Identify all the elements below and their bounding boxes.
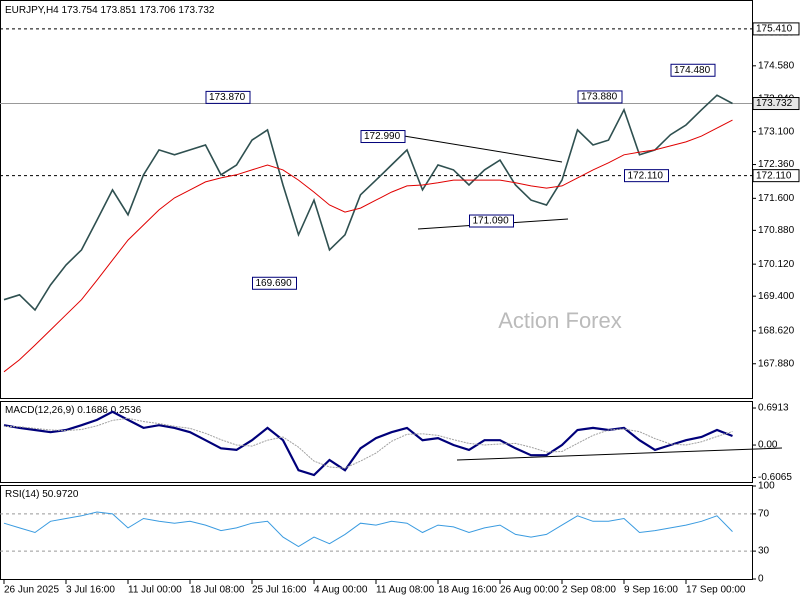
macd-last: 0.1686 bbox=[77, 405, 108, 416]
trendline bbox=[456, 447, 783, 461]
level-label: 172.110 bbox=[756, 170, 792, 181]
header: EURJPY,H4 173.754 173.851 173.706 173.73… bbox=[5, 5, 215, 16]
watermark: Action Forex bbox=[498, 308, 622, 333]
open: 173.754 bbox=[62, 5, 99, 16]
y-tick-label: 170.120 bbox=[758, 259, 795, 270]
level-tag bbox=[752, 22, 800, 36]
x-tick-label: 9 Sep 16:00 bbox=[624, 585, 678, 596]
rsi-title: RSI(14) bbox=[5, 489, 39, 500]
close: 173.732 bbox=[178, 5, 215, 16]
level-label: 175.410 bbox=[756, 24, 793, 35]
x-tick-label: 26 Aug 00:00 bbox=[500, 585, 559, 596]
series-line bbox=[3, 417, 733, 469]
y-tick-label: 169.400 bbox=[758, 291, 795, 302]
annotation-label: 173.880 bbox=[581, 92, 618, 103]
x-tick-label: 11 Aug 08:00 bbox=[376, 585, 435, 596]
annotation-box bbox=[360, 130, 406, 144]
macd-header: MACD(12,26,9) 0.1686 0.2536 bbox=[5, 405, 142, 416]
level-label: 173.732 bbox=[756, 98, 793, 109]
annotation-box bbox=[469, 214, 514, 228]
y-tick-label: 0 bbox=[758, 574, 764, 585]
annotation-label: 171.090 bbox=[473, 216, 510, 227]
annotation-box bbox=[577, 90, 623, 104]
annotation-label: 173.870 bbox=[209, 92, 246, 103]
rsi-panel bbox=[0, 485, 753, 580]
y-tick-label: 167.880 bbox=[758, 358, 795, 369]
y-tick-label: 168.620 bbox=[758, 325, 795, 336]
x-tick-label: 17 Sep 00:00 bbox=[686, 585, 746, 596]
macd-panel bbox=[0, 401, 753, 483]
y-tick-label: 172.360 bbox=[758, 159, 795, 170]
trendline bbox=[403, 135, 563, 163]
annotation-box bbox=[624, 169, 669, 183]
annotation-label: 169.690 bbox=[256, 278, 293, 289]
signal-last: 0.2536 bbox=[111, 405, 142, 416]
rsi-header: RSI(14) 50.9720 bbox=[5, 489, 79, 500]
annotation-box bbox=[205, 90, 251, 104]
symbol: EURJPY,H4 bbox=[5, 5, 59, 16]
annotation-label: 174.480 bbox=[674, 65, 711, 76]
y-tick-label: 70 bbox=[758, 509, 770, 520]
x-tick-label: 2 Sep 08:00 bbox=[562, 585, 616, 596]
y-tick-label: 0.6913 bbox=[758, 403, 789, 414]
y-tick-label: 174.580 bbox=[758, 60, 795, 71]
high: 173.851 bbox=[100, 5, 137, 16]
macd-title: MACD(12,26,9) bbox=[5, 405, 74, 416]
price-panel bbox=[0, 0, 753, 399]
y-tick-label: 170.880 bbox=[758, 225, 795, 236]
x-tick-label: 11 Jul 00:00 bbox=[128, 585, 182, 596]
level-tag bbox=[752, 97, 800, 111]
x-tick-label: 26 Jun 2025 bbox=[4, 585, 59, 596]
y-tick-label: 171.600 bbox=[758, 193, 795, 204]
y-tick-label: -0.6065 bbox=[758, 472, 792, 483]
annotation-label: 172.110 bbox=[628, 170, 664, 181]
series-line bbox=[3, 94, 733, 312]
x-tick-label: 3 Jul 16:00 bbox=[66, 585, 115, 596]
low: 173.706 bbox=[139, 5, 176, 16]
level-tag bbox=[752, 169, 800, 183]
annotation-box bbox=[670, 63, 716, 77]
x-tick-label: 4 Aug 00:00 bbox=[314, 585, 368, 596]
rsi-last: 50.9720 bbox=[42, 489, 79, 500]
y-tick-label: 100 bbox=[758, 481, 775, 492]
x-tick-label: 25 Jul 16:00 bbox=[252, 585, 307, 596]
y-tick-label: 173.100 bbox=[758, 126, 795, 137]
series-line bbox=[3, 119, 733, 373]
y-tick-label: 30 bbox=[758, 546, 770, 557]
y-tick-label: 0.00 bbox=[758, 440, 778, 451]
annotation-label: 172.990 bbox=[364, 131, 401, 142]
x-tick-label: 18 Jul 08:00 bbox=[190, 585, 245, 596]
series-line bbox=[3, 511, 733, 548]
x-tick-label: 18 Aug 16:00 bbox=[438, 585, 497, 596]
annotation-box bbox=[252, 276, 297, 290]
